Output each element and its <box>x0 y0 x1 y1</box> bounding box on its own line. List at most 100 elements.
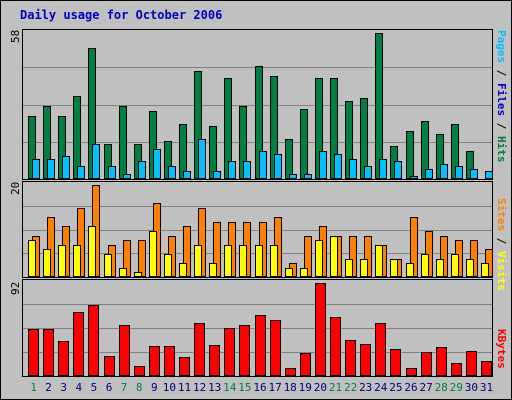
kbytes-bar <box>133 366 145 376</box>
day-label: 28 <box>434 381 448 394</box>
visits-bar <box>133 272 142 277</box>
kbytes-bar <box>465 351 477 376</box>
files-bar <box>303 174 312 179</box>
visits-bar <box>405 263 414 277</box>
files-bar <box>258 151 267 179</box>
kbytes-bar <box>330 317 341 376</box>
sites-bar <box>409 217 418 277</box>
day-label: 24 <box>374 381 388 394</box>
visits-bar <box>299 268 308 277</box>
files-bar <box>77 166 86 179</box>
day-label: 13 <box>208 381 222 394</box>
day-label: 16 <box>253 381 267 394</box>
sites-bar <box>439 236 448 277</box>
files-bar <box>394 161 403 179</box>
kbytes-bar <box>450 363 462 376</box>
sites-bar <box>364 236 373 277</box>
legend-sites: Sites <box>495 198 508 232</box>
files-bar <box>364 166 373 179</box>
visits-bar <box>73 245 82 277</box>
visits-bar <box>375 245 384 277</box>
day-label: 15 <box>238 381 252 394</box>
hits-bar <box>118 106 127 179</box>
sites-bar <box>122 240 131 277</box>
kbytes-bar <box>360 344 372 376</box>
visits-bar <box>148 231 157 277</box>
day-label: 30 <box>464 381 479 394</box>
day-label: 23 <box>359 381 373 394</box>
files-bar <box>92 144 101 179</box>
gridline <box>23 304 492 305</box>
visits-bar <box>28 240 36 277</box>
day-label: 10 <box>162 381 177 394</box>
visits-bar <box>360 259 369 277</box>
visits-bar <box>43 249 52 277</box>
kbytes-bar <box>118 325 130 376</box>
day-label: 12 <box>192 381 207 394</box>
legend-sep: / <box>495 116 508 136</box>
files-bar <box>47 159 56 179</box>
kbytes-bar <box>28 329 39 376</box>
kbytes-bar <box>58 341 70 376</box>
visits-bar <box>390 259 399 277</box>
sites-bar <box>137 240 146 277</box>
legend-kbytes: KBytes <box>495 329 508 369</box>
hits-bar <box>284 139 293 179</box>
day-label: 9 <box>150 381 158 394</box>
day-label: 18 <box>283 381 297 394</box>
day-label: 22 <box>343 381 358 394</box>
visits-bar <box>88 226 97 277</box>
files-bar <box>349 159 358 179</box>
visits-bar <box>284 268 293 277</box>
hits-bar <box>375 33 384 179</box>
day-label: 26 <box>404 381 418 394</box>
files-bar <box>288 174 297 179</box>
hits-legend: Pages / Files / Hits <box>495 30 508 163</box>
visits-bar <box>103 254 112 277</box>
files-bar <box>198 139 207 179</box>
day-label: 31 <box>479 381 494 394</box>
kbytes-bar <box>179 357 190 376</box>
chart-title: Daily usage for October 2006 <box>20 8 223 22</box>
visits-bar <box>239 245 248 277</box>
files-bar <box>243 161 252 179</box>
day-label: 4 <box>75 381 83 394</box>
day-label: 27 <box>419 381 433 394</box>
sites-bar <box>213 222 222 277</box>
visits-bar <box>118 268 127 277</box>
files-bar <box>213 171 222 179</box>
visits-legend: Sites / Visits <box>495 198 508 291</box>
kbytes-bar <box>254 315 266 376</box>
kbytes-bar <box>314 283 326 376</box>
sites-bar <box>469 240 478 277</box>
files-bar <box>273 154 282 179</box>
kbytes-bar <box>148 346 160 376</box>
day-label: 29 <box>449 381 463 394</box>
sites-bar <box>77 208 86 277</box>
day-label: 21 <box>328 381 343 394</box>
files-bar <box>379 159 388 179</box>
visits-bar <box>163 254 172 277</box>
visits-axis-max: 20 <box>9 181 22 195</box>
files-bar <box>454 166 463 179</box>
hits-axis-max: 58 <box>9 29 22 43</box>
day-label: 25 <box>389 381 403 394</box>
day-label: 5 <box>90 381 98 394</box>
files-bar <box>424 169 433 179</box>
visits-bar <box>420 254 429 277</box>
legend-visits: Visits <box>495 251 508 291</box>
files-bar <box>32 159 40 179</box>
kbytes-bar <box>73 312 85 376</box>
kbytes-panel <box>22 279 493 377</box>
day-label: 17 <box>268 381 282 394</box>
gridline <box>23 206 492 207</box>
day-label: 6 <box>105 381 113 394</box>
files-bar <box>183 171 191 179</box>
kbytes-bar <box>43 329 55 376</box>
visits-bar <box>314 240 323 277</box>
kbytes-bar <box>103 356 115 376</box>
kbytes-bar <box>390 349 402 376</box>
visits-bar <box>254 245 263 277</box>
visits-bar <box>330 236 338 277</box>
